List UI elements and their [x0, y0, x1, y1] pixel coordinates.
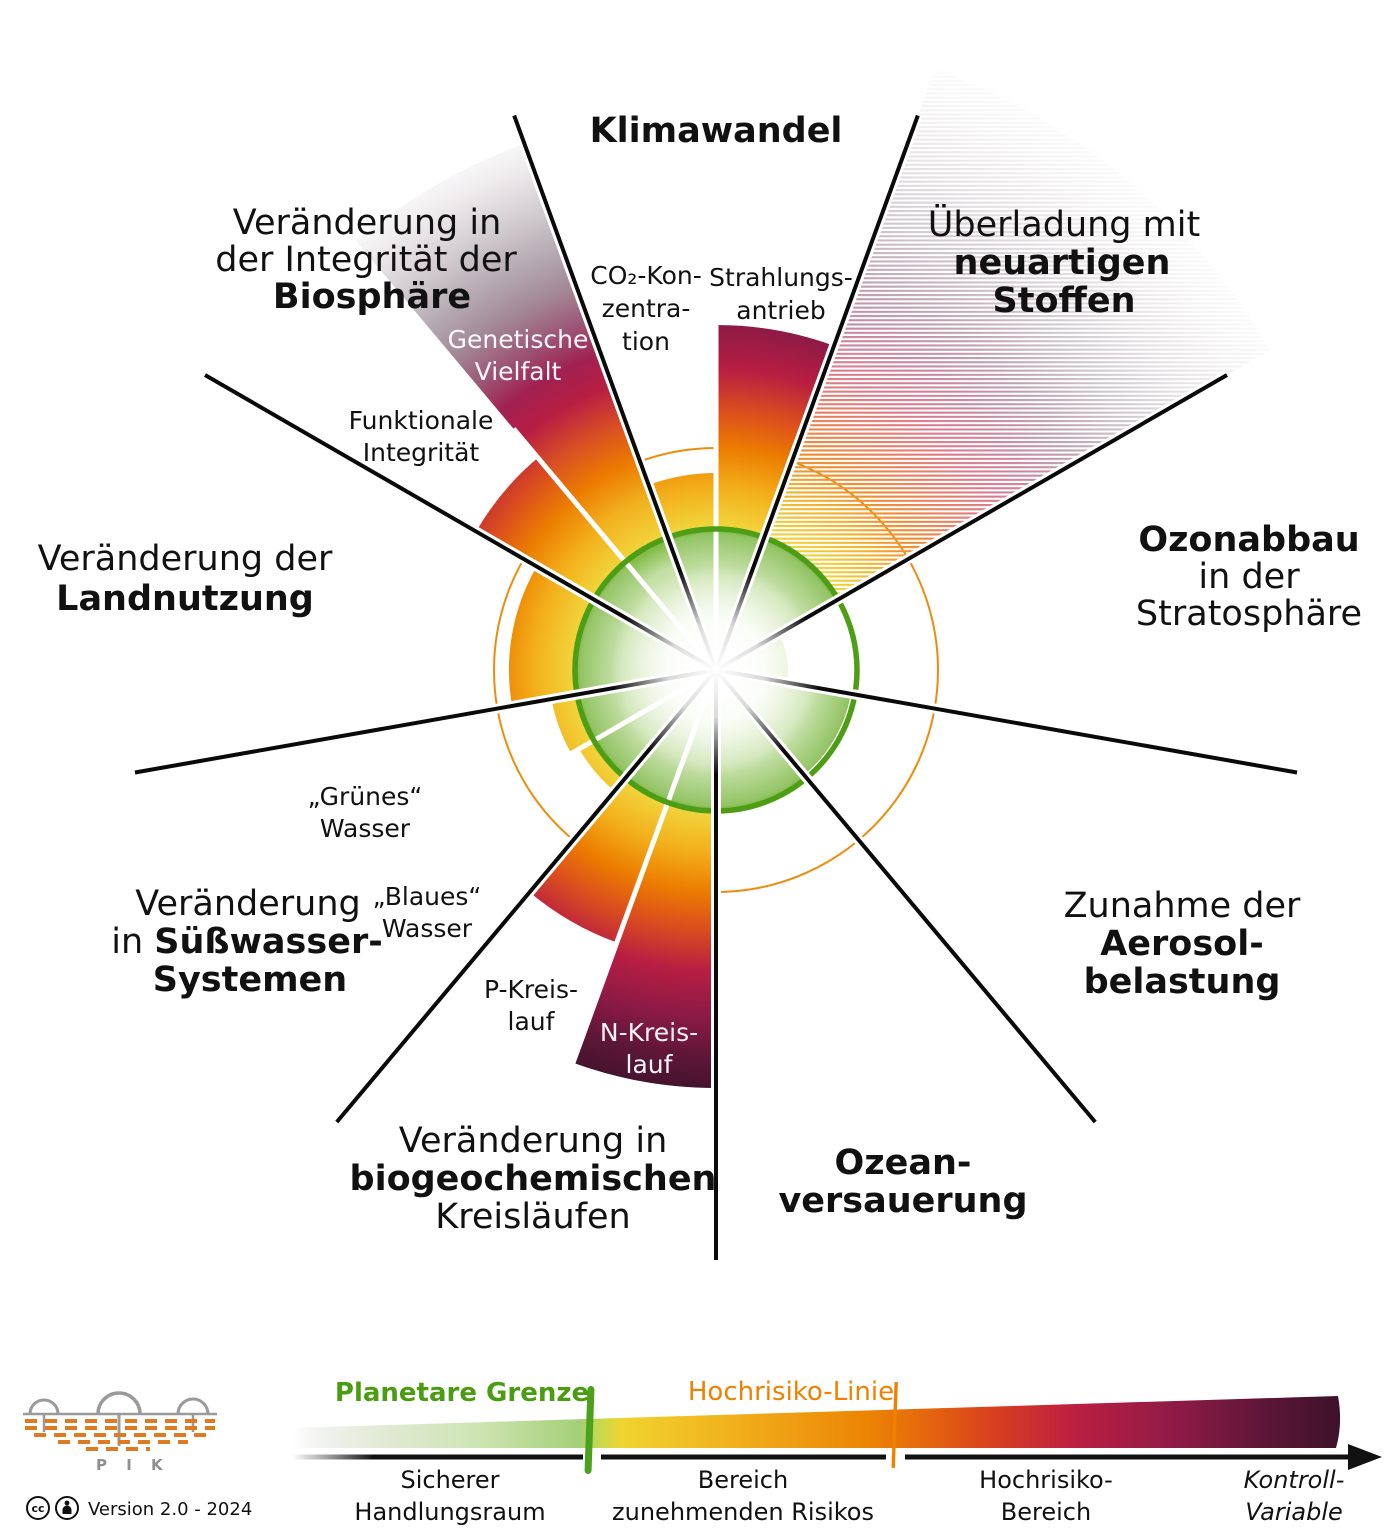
version-text: Version 2.0 - 2024 [88, 1499, 252, 1520]
label-suesswasser-3: Systemen [153, 960, 347, 1000]
label-klimawandel: Klimawandel [590, 111, 843, 151]
pik-dome-right [176, 1397, 210, 1415]
pik-dome-left [28, 1398, 60, 1415]
pik-logo-waves [25, 1419, 215, 1451]
high-risk-tick [891, 1381, 898, 1469]
label-n-kreislauf-2: lauf [626, 1050, 674, 1079]
label-genetische-2: Vielfalt [475, 357, 562, 386]
label-aerosol-2: Aerosol- [1100, 924, 1264, 964]
label-ueberladung-1: Überladung mit [928, 203, 1200, 245]
label-blaues-1: „Blaues“ [373, 882, 482, 911]
label-biosphaere-2: der Integrität der [215, 240, 517, 280]
legend-planetare-grenze: Planetare Grenze [335, 1378, 589, 1408]
label-biosphaere-3: Biosphäre [273, 277, 471, 317]
legend-kontroll-variable-2: Variable [1245, 1498, 1343, 1526]
legend-hochrisiko-bereich-2: Bereich [1001, 1498, 1091, 1526]
label-strahlung-2: antrieb [736, 296, 825, 325]
label-co2-2: zentra- [602, 294, 691, 323]
label-ozonabbau-1: Ozonabbau [1138, 520, 1359, 560]
sector-labels: Klimawandel Überladung mit neuartigen St… [38, 111, 1362, 1237]
label-genetische-1: Genetische [448, 325, 589, 354]
label-suesswasser-2: in Süßwasser- [111, 922, 383, 962]
label-ozonabbau-3: Stratosphäre [1136, 594, 1362, 634]
label-biosphaere-1: Veränderung in [233, 203, 502, 243]
label-ozean-1: Ozean- [835, 1143, 972, 1183]
label-biogeochem-3: Kreisläufen [435, 1197, 630, 1237]
legend-kontroll-variable-1: Kontroll- [1244, 1466, 1345, 1494]
label-p-kreislauf-1: P-Kreis- [484, 975, 578, 1004]
pik-letters: P I K [96, 1456, 170, 1474]
label-ozonabbau-2: in der [1198, 557, 1300, 597]
label-co2-3: tion [622, 327, 670, 356]
legend: Planetare Grenze Hochrisiko-Linie Sicher… [292, 1377, 1382, 1526]
attribution-icon-body [62, 1505, 72, 1514]
label-biogeochem-2: biogeochemischen [350, 1159, 717, 1199]
label-ueberladung-2: neuartigen [954, 243, 1171, 283]
label-landnutzung-2: Landnutzung [56, 579, 314, 619]
label-aerosol-1: Zunahme der [1064, 886, 1301, 926]
legend-hochrisiko-bereich-1: Hochrisiko- [979, 1466, 1113, 1494]
label-gruenes-2: Wasser [320, 814, 411, 843]
legend-gradient-bar [292, 1396, 1341, 1448]
label-ueberladung-3: Stoffen [993, 281, 1136, 321]
label-strahlung-1: Strahlungs- [709, 263, 853, 292]
subwedge-labels: CO₂-Kon- zentra- tion Strahlungs- antrie… [308, 261, 853, 1079]
label-landnutzung-1: Veränderung der [38, 539, 333, 579]
legend-bereich-1: Bereich [698, 1466, 788, 1494]
cc-icon [26, 1496, 50, 1520]
label-p-kreislauf-2: lauf [508, 1007, 556, 1036]
label-ozean-2: versauerung [778, 1181, 1027, 1221]
label-n-kreislauf-1: N-Kreis- [600, 1018, 698, 1047]
label-blaues-2: Wasser [382, 914, 473, 943]
label-biogeochem-1: Veränderung in [399, 1121, 668, 1161]
pik-logo: P I K cc Version 2.0 - 2024 [23, 1391, 252, 1520]
pik-dome-center [96, 1391, 142, 1415]
cc-icon-text: cc [31, 1502, 44, 1515]
attribution-icon-head [64, 1500, 70, 1506]
label-funktionale-2: Integrität [363, 438, 480, 467]
legend-bereich-2: zunehmenden Risikos [612, 1498, 874, 1526]
attribution-icon [55, 1496, 79, 1520]
label-aerosol-3: belastung [1084, 962, 1281, 1002]
legend-sicherer-1: Sicherer [400, 1466, 499, 1494]
legend-axis-arrowhead [1348, 1444, 1382, 1470]
label-gruenes-1: „Grünes“ [308, 782, 423, 811]
boundary-tick [584, 1386, 595, 1474]
legend-hochrisiko-linie: Hochrisiko-Linie [688, 1377, 894, 1407]
label-suesswasser-1: Veränderung [135, 884, 361, 924]
center-glow [611, 565, 821, 775]
label-co2-1: CO₂-Kon- [590, 261, 702, 290]
legend-sicherer-2: Handlungsraum [354, 1498, 545, 1526]
label-funktionale-1: Funktionale [349, 406, 494, 435]
wedge-genetische-vielfalt [356, 143, 716, 671]
